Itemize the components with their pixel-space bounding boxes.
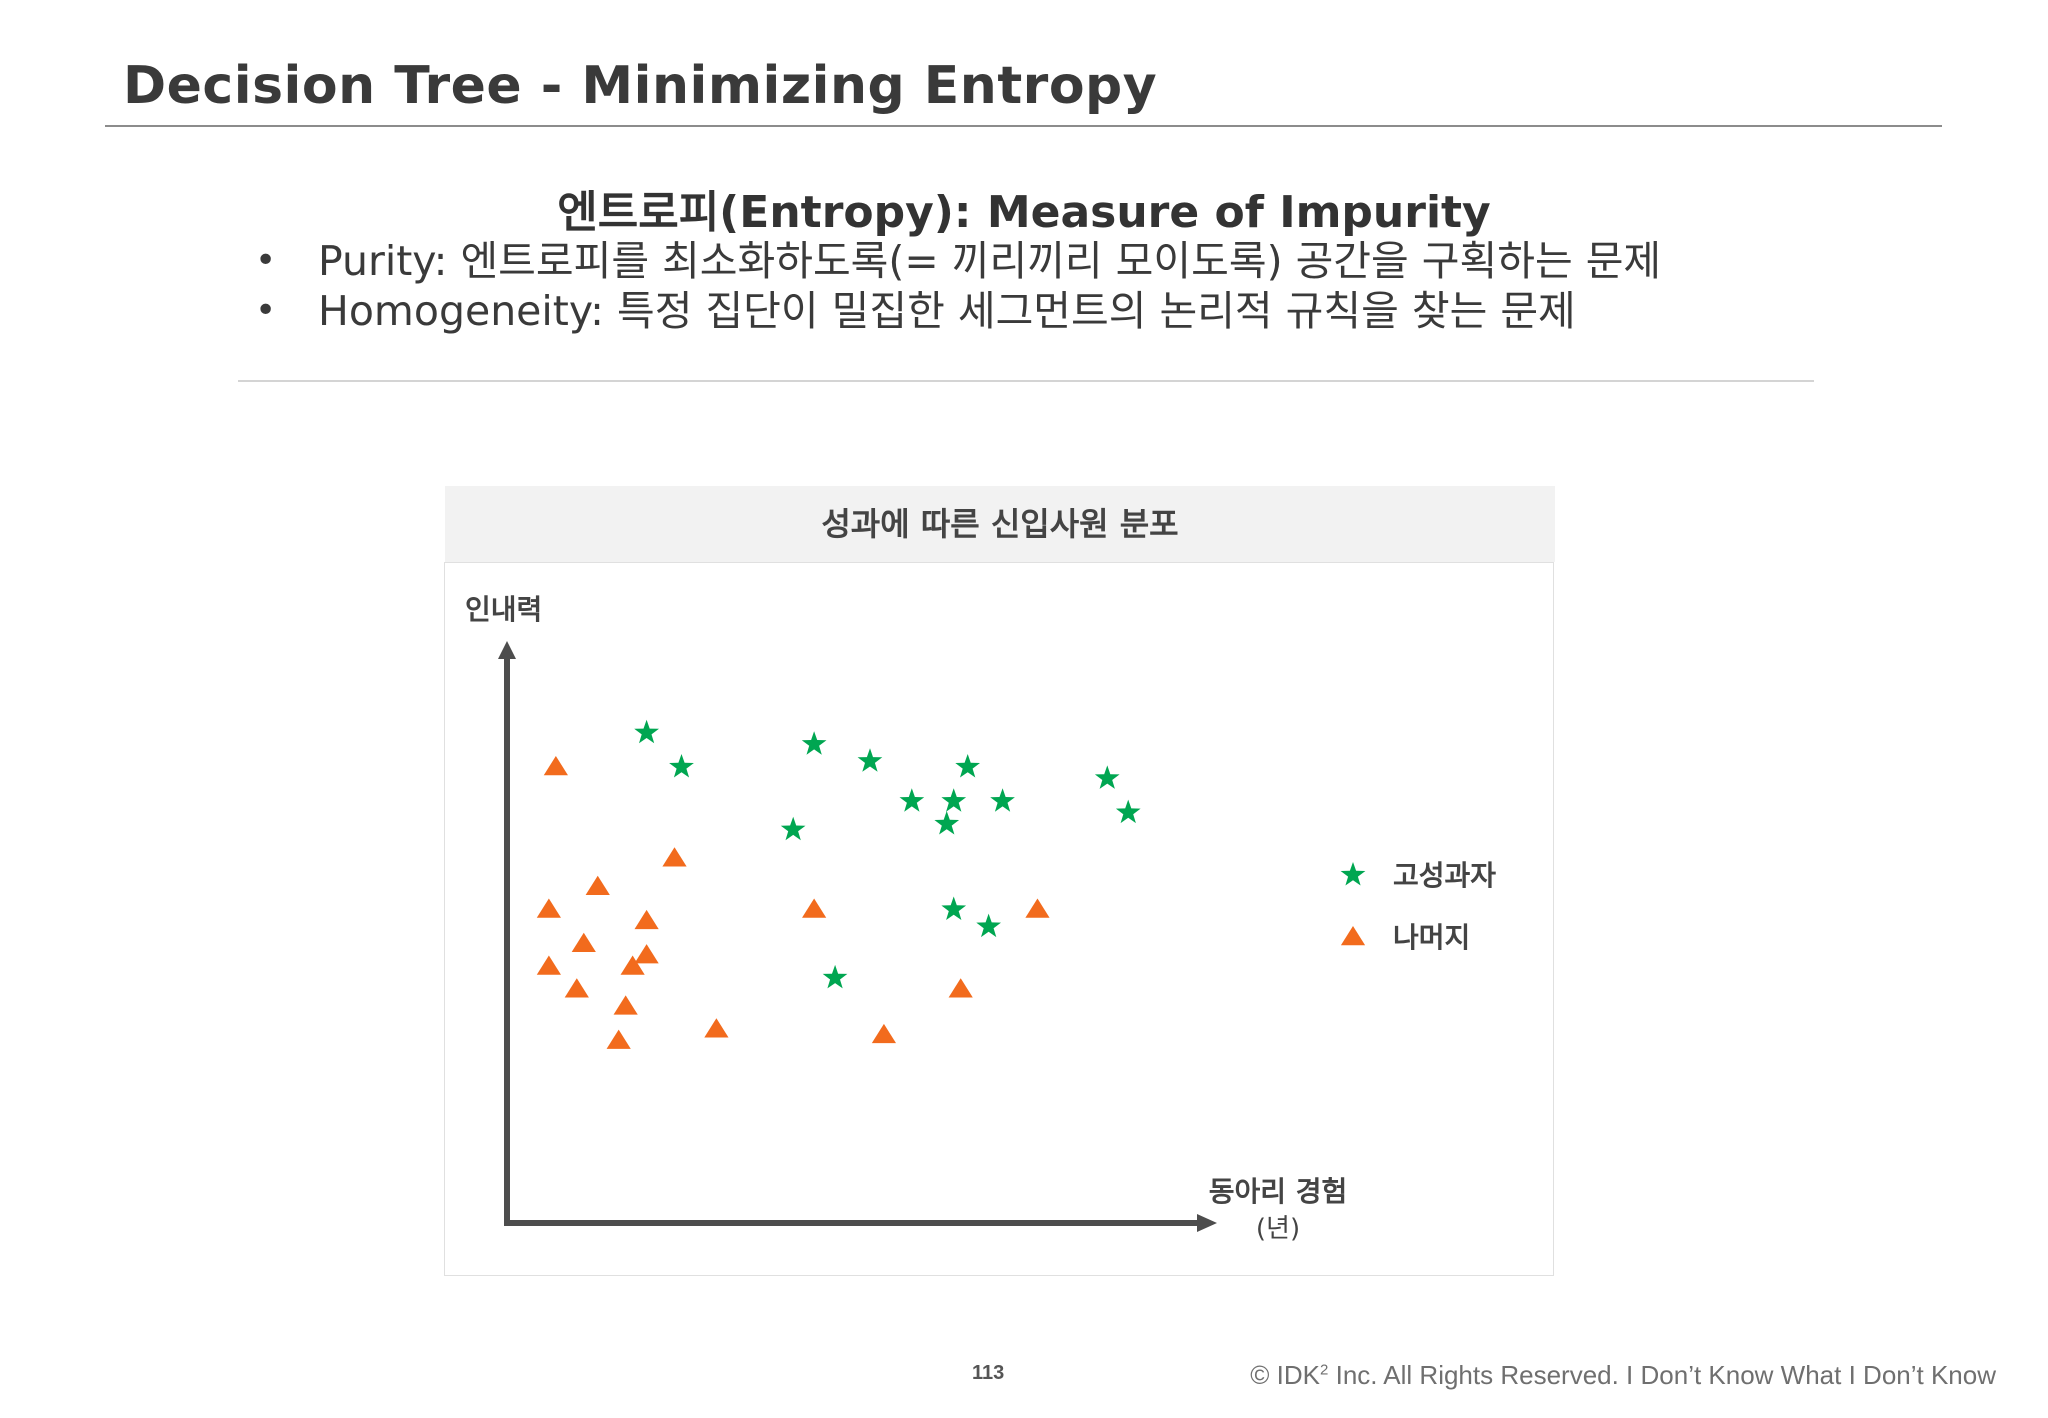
triangle-point — [662, 847, 687, 867]
star-point — [955, 754, 980, 778]
bullet-purity: • Purity: 엔트로피를 최소화하도록(= 끼리끼리 모이도록) 공간을 … — [250, 236, 1661, 286]
bullet-marker: • — [255, 240, 277, 281]
star-point — [634, 719, 659, 744]
legend-label: 고성과자 — [1393, 859, 1496, 892]
triangle-point — [802, 898, 827, 918]
copyright-suffix: Inc. All Rights Reserved. I Don’t Know W… — [1328, 1360, 1996, 1390]
legend-star-icon — [1340, 862, 1366, 886]
bullet-homogeneity: • Homogeneity: 특정 집단이 밀집한 세그먼트의 논리적 규칙을 … — [250, 286, 1661, 336]
star-point — [780, 816, 806, 841]
triangle-point — [585, 875, 610, 895]
slide-title: Decision Tree - Minimizing Entropy — [123, 56, 1158, 116]
footer-copyright: © IDK2 Inc. All Rights Reserved. I Don’t… — [1250, 1360, 1996, 1391]
triangle-point — [620, 955, 645, 975]
legend-triangle-icon — [1340, 926, 1366, 946]
bullet-text: Purity: 엔트로피를 최소화하도록(= 끼리끼리 모이도록) 공간을 구획… — [318, 237, 1662, 285]
triangle-point — [543, 756, 568, 776]
chart-title: 성과에 따른 신입사원 분포 — [445, 486, 1555, 562]
triangle-point — [1025, 898, 1050, 918]
star-point — [801, 731, 827, 755]
section-divider — [238, 380, 1814, 382]
star-point — [990, 788, 1015, 812]
star-point — [941, 788, 967, 812]
bullet-marker: • — [255, 290, 277, 331]
triangle-point — [634, 909, 659, 930]
y-axis-arrow — [498, 641, 516, 659]
copyright-prefix: © IDK — [1250, 1360, 1321, 1390]
star-point — [857, 748, 883, 772]
legend-label: 나머지 — [1393, 921, 1470, 954]
y-axis-label: 인내력 — [465, 593, 542, 626]
triangle-point — [871, 1023, 897, 1044]
triangle-point — [571, 932, 596, 952]
triangle-point — [613, 995, 638, 1015]
star-point — [1115, 799, 1141, 824]
star-point — [941, 896, 967, 920]
triangle-point — [948, 978, 973, 998]
star-point — [976, 913, 1001, 938]
x-axis-unit: (년) — [1256, 1214, 1300, 1244]
legend-item: 고성과자 — [1340, 859, 1496, 892]
bullet-list: • Purity: 엔트로피를 최소화하도록(= 끼리끼리 모이도록) 공간을 … — [250, 236, 1661, 336]
title-divider — [105, 125, 1942, 127]
x-axis-label: 동아리 경험 — [1209, 1175, 1348, 1208]
x-axis-arrow — [1197, 1214, 1217, 1232]
star-point — [1094, 765, 1120, 789]
triangle-point — [536, 955, 561, 975]
legend-item: 나머지 — [1340, 921, 1470, 954]
triangle-point — [536, 898, 561, 918]
triangle-point — [564, 978, 589, 998]
section-subtitle: 엔트로피(Entropy): Measure of Impurity — [557, 187, 1491, 238]
star-point — [899, 788, 925, 812]
bullet-text: Homogeneity: 특정 집단이 밀집한 세그먼트의 논리적 규칙을 찾는… — [318, 287, 1576, 335]
copyright-superscript: 2 — [1320, 1361, 1329, 1379]
triangle-point — [704, 1018, 729, 1038]
star-point — [822, 964, 848, 989]
page-number: 113 — [972, 1362, 1005, 1384]
triangle-point — [634, 944, 659, 964]
triangle-point — [606, 1029, 631, 1049]
star-point — [934, 811, 960, 835]
star-point — [669, 754, 694, 778]
